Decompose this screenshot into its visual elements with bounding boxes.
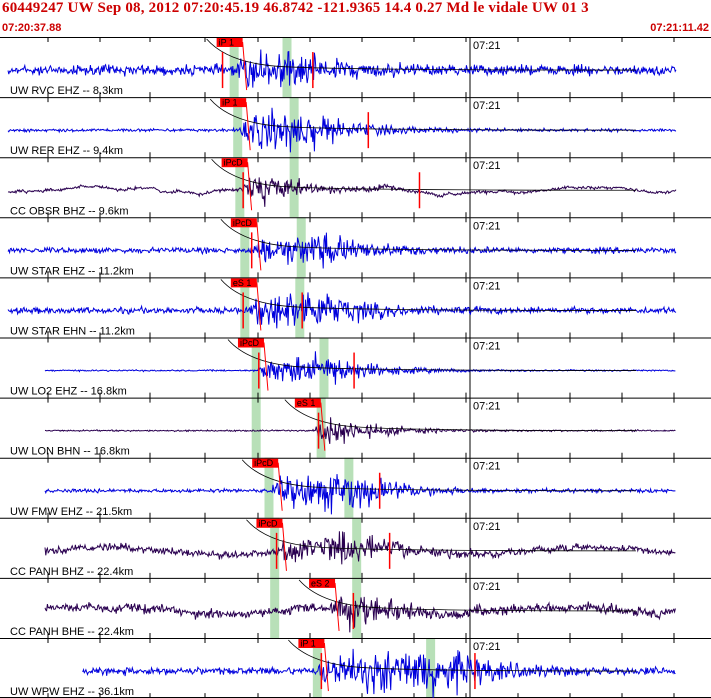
p-window-band — [240, 277, 250, 338]
coda-curve — [288, 639, 637, 672]
p-window-band — [312, 638, 322, 698]
coda-curve — [284, 399, 637, 432]
p-window-band — [270, 517, 280, 578]
waveform-trace — [7, 49, 677, 89]
s-window-band — [319, 337, 329, 398]
pick-line — [323, 642, 329, 692]
pick-line — [320, 402, 326, 451]
p-window-band — [229, 37, 239, 98]
pick-label-box — [220, 98, 247, 108]
pick-label-box — [216, 38, 243, 47]
station-label: UW RVC EHZ -- 8.3km — [10, 85, 123, 97]
pick-line — [242, 41, 248, 91]
station-label: UW LON BHN -- 16.8km — [10, 446, 130, 458]
minute-label: 07:21 — [473, 220, 501, 232]
p-window-band — [251, 397, 261, 458]
coda-curve — [227, 339, 637, 371]
minute-label: 07:21 — [473, 581, 501, 593]
event-title: 60449247 UW Sep 08, 2012 07:20:45.19 46.… — [2, 0, 589, 16]
p-window-band — [235, 157, 245, 218]
s-window-band — [316, 397, 326, 458]
waveform-trace — [82, 648, 676, 698]
coda-curve — [211, 158, 637, 191]
p-window-band — [233, 97, 243, 158]
minute-label: 07:21 — [473, 641, 501, 653]
pick-line — [263, 342, 269, 391]
waveform-trace — [44, 351, 676, 385]
pick-label: eS 2 — [311, 578, 330, 588]
pick-label-box — [230, 278, 257, 288]
pick-label-box — [237, 338, 264, 348]
pick-label: eS 1 — [297, 398, 316, 408]
station-label: UW FMW EHZ -- 21.5km — [10, 506, 132, 518]
p-window-band — [240, 217, 250, 278]
s-window-band — [426, 638, 436, 698]
p-window-band — [270, 577, 280, 638]
pick-label: iP 1 — [222, 98, 237, 108]
coda-curve — [220, 279, 637, 311]
station-label: UW WPW EHZ -- 36.1km — [10, 686, 134, 698]
pick-label-box — [309, 578, 336, 588]
p-window-band — [251, 337, 261, 398]
minute-label: 07:21 — [473, 521, 501, 533]
pick-label-box — [230, 218, 257, 228]
station-label: CC OBSR BHZ -- 9.6km — [10, 205, 129, 217]
station-label: CC PANH BHE -- 22.4km — [10, 626, 134, 638]
pick-line — [281, 522, 287, 571]
pick-line — [277, 462, 283, 511]
coda-curve — [220, 219, 637, 251]
waveform-trace — [7, 107, 677, 153]
waveform-trace — [44, 531, 676, 565]
pick-line — [245, 102, 251, 151]
pick-line — [247, 162, 253, 211]
pick-label: iPcD — [254, 458, 274, 468]
pick-label: iP 1 — [300, 639, 315, 649]
pick-label-box — [294, 398, 321, 408]
minute-label: 07:21 — [473, 341, 501, 353]
pick-label: iPcD — [240, 338, 260, 348]
pick-line — [256, 222, 262, 271]
station-label: CC PANH BHZ -- 22.4km — [10, 566, 133, 578]
minute-label: 07:21 — [473, 160, 501, 172]
waveform-trace — [44, 596, 676, 633]
waveform-trace — [44, 474, 676, 515]
station-label: UW STAR EHN -- 11.2km — [10, 326, 135, 338]
waveform-trace — [7, 177, 677, 207]
waveform-trace — [7, 292, 677, 329]
coda-curve — [206, 38, 637, 71]
station-label: UW RER EHZ -- 9.4km — [10, 145, 123, 157]
pick-label: iP 1 — [219, 38, 234, 48]
window-start-time: 07:20:37.88 — [2, 22, 62, 34]
minute-label: 07:21 — [473, 280, 501, 292]
minute-label: 07:21 — [473, 40, 501, 52]
seismogram-panel[interactable]: 07:21 iP 1 UW RVC EHZ -- 8.3km 07:21 iP 1 UW … — [0, 37, 711, 698]
coda-curve — [298, 579, 637, 612]
pick-label: iPcD — [258, 518, 278, 528]
coda-curve — [246, 519, 637, 552]
waveform-trace — [7, 232, 677, 269]
minute-label: 07:21 — [473, 401, 501, 413]
minute-label: 07:21 — [473, 461, 501, 473]
pick-line — [334, 582, 340, 631]
pick-label-box — [252, 458, 279, 468]
p-window-band — [264, 457, 274, 518]
window-end-time: 07:21:11.42 — [650, 22, 709, 34]
pick-label-box — [221, 158, 248, 168]
minute-label: 07:21 — [473, 100, 501, 112]
station-label: UW STAR EHZ -- 11.2km — [10, 265, 134, 277]
pick-label: eS 1 — [233, 278, 252, 288]
pick-label: iPcD — [233, 218, 253, 228]
coda-curve — [209, 98, 637, 131]
pick-label-box — [298, 639, 325, 648]
pick-label: iPcD — [224, 158, 244, 168]
pick-line — [256, 282, 262, 331]
coda-curve — [241, 459, 637, 492]
station-label: UW LO2 EHZ -- 16.8km — [10, 386, 127, 398]
pick-label-box — [256, 518, 283, 528]
